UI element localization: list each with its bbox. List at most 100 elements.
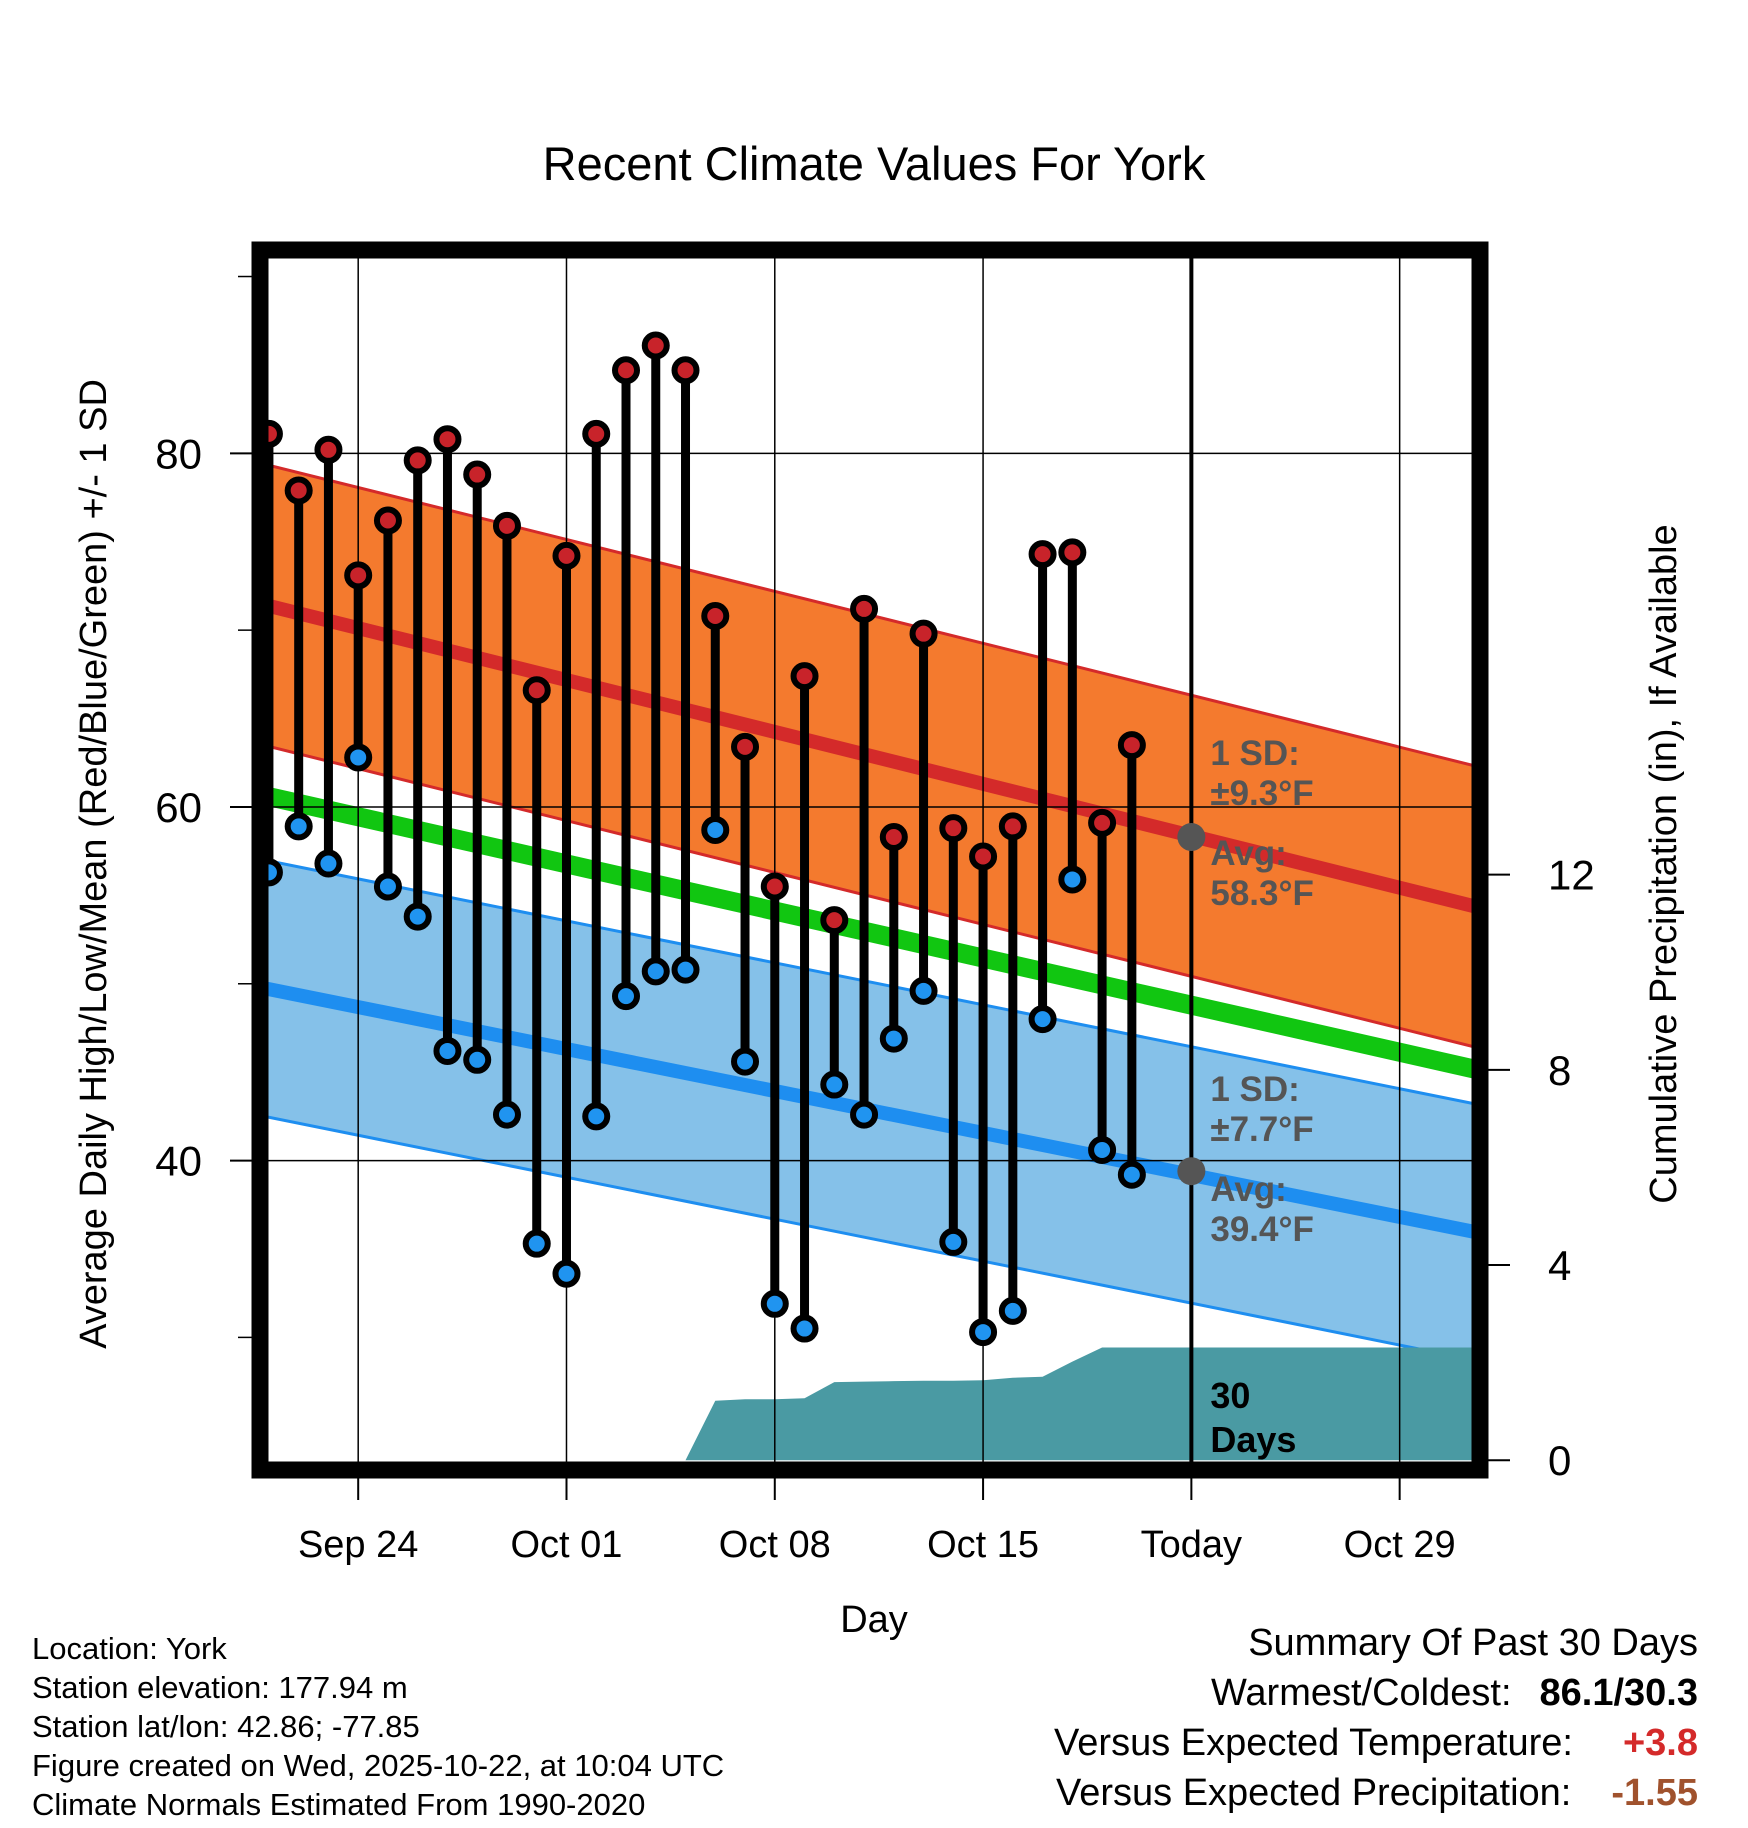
precip-row: Versus Expected Precipitation: -1.55 [1054,1768,1698,1818]
daily-low-marker [760,1289,789,1318]
daily-low-marker [909,976,938,1005]
daily-high-marker [373,506,402,535]
x-tick-label: Today [1141,1524,1242,1566]
x-axis-label: Day [840,1599,908,1641]
daily-low-marker [731,1047,760,1076]
y-tick-label-right: 4 [1548,1242,1571,1289]
temp-label: Versus Expected Temperature: [1054,1722,1573,1764]
chart-title: Recent Climate Values For York [543,137,1206,190]
daily-low-marker [671,955,700,984]
daily-low-marker [582,1102,611,1131]
high-avg-label: Avg: [1210,834,1286,873]
y-tick-label-right: 8 [1548,1047,1571,1094]
daily-high-marker [582,419,611,448]
daily-low-marker [1028,1005,1057,1034]
daily-low-marker [463,1045,492,1074]
daily-high-marker [1117,731,1146,760]
low-avg-value: 39.4°F [1210,1210,1314,1249]
precip-days-word: Days [1210,1419,1296,1460]
temp-value: +3.8 [1622,1722,1698,1764]
daily-high-marker [998,812,1027,841]
normals-text: Climate Normals Estimated From 1990-2020 [32,1787,646,1822]
daily-high-marker [790,662,819,691]
low-avg-label: Avg: [1210,1170,1286,1209]
daily-low-marker [939,1227,968,1256]
precipitation-area [685,1347,1480,1461]
daily-low-marker [850,1100,879,1129]
x-tick-label: Oct 08 [719,1524,831,1566]
daily-high-marker [492,511,521,540]
daily-high-marker [612,356,640,385]
daily-high-marker [314,435,343,464]
daily-low-marker [1088,1135,1117,1164]
daily-low-marker [284,812,313,841]
daily-markers [254,331,1206,1347]
precip-days-count: 30 [1210,1375,1250,1416]
daily-high-marker [463,460,492,489]
station-info: Location: York Station elevation: 177.94… [32,1629,724,1824]
daily-high-marker [433,425,462,454]
daily-low-marker [344,743,373,772]
daily-low-marker [701,815,730,844]
daily-high-marker [731,732,760,761]
daily-high-marker [671,356,700,385]
daily-high-marker [1058,538,1087,567]
daily-range-stems [264,345,1137,1333]
x-tick-label: Oct 15 [927,1524,1039,1566]
warm-cold-label: Warmest/Coldest: [1210,1672,1512,1714]
daily-high-marker [760,872,789,901]
daily-low-marker [403,902,432,931]
daily-low-marker [314,849,343,878]
daily-high-marker [284,476,313,505]
x-tick-label: Oct 29 [1344,1524,1456,1566]
y-tick-label-right: 12 [1548,852,1595,899]
normal-annotations: 1 SD: ±9.3°F Avg: 58.3°F 1 SD: ±7.7°F Av… [1210,734,1314,1460]
daily-low-marker [612,982,640,1011]
y-tick-label-left: 40 [155,1138,202,1185]
daily-high-marker [641,331,670,360]
high-sd-label: 1 SD: [1210,734,1299,773]
axes: Sep 24 Oct 01 Oct 08 Oct 15 Today Oct 2940608… [155,275,1595,1566]
y-axis-label-right: Cumulative Precipitation (in), If Availa… [1643,524,1685,1203]
daily-high-marker [820,906,849,935]
daily-low-marker [492,1100,521,1129]
high-sd-value: ±9.3°F [1210,774,1313,813]
daily-high-marker [1088,808,1117,837]
daily-high-marker [969,842,998,871]
daily-high-marker [939,814,968,843]
summary-panel: Summary Of Past 30 Days Warmest/Coldest:… [1054,1618,1698,1818]
daily-high-marker [850,594,879,623]
precip-label: Versus Expected Precipitation: [1055,1772,1572,1814]
daily-low-marker [373,872,402,901]
daily-high-marker [909,619,938,648]
low-sd-label: 1 SD: [1210,1070,1299,1109]
plot-frame [251,241,1489,1479]
y-tick-label-right: 0 [1548,1437,1571,1484]
daily-low-marker [641,957,670,986]
warm-cold-row: Warmest/Coldest: 86.1/30.3 [1054,1668,1698,1718]
normal-high-line [260,596,1480,915]
daily-high-marker [403,446,432,475]
daily-low-marker [1058,865,1087,894]
daily-high-marker [552,541,581,570]
precip-area-fill [685,1347,1480,1461]
y-tick-label-left: 60 [155,784,202,831]
low-sd-value: ±7.7°F [1210,1110,1313,1149]
daily-low-marker [998,1296,1027,1325]
daily-high-marker [344,561,373,590]
warm-cold-value: 86.1/30.3 [1539,1672,1698,1714]
high-avg-value: 58.3°F [1210,874,1314,913]
x-tick-label: Sep 24 [298,1524,418,1566]
daily-low-marker [879,1024,908,1053]
temp-row: Versus Expected Temperature: +3.8 [1054,1718,1698,1768]
y-axis-label-left: Average Daily High/Low/Mean (Red/Blue/Gr… [73,379,115,1349]
daily-low-marker [820,1070,849,1099]
precip-value: -1.55 [1611,1772,1698,1814]
daily-high-marker [879,823,908,852]
daily-high-marker [701,602,730,630]
normal-mean-line [260,785,1480,1080]
daily-low-marker [522,1229,551,1258]
daily-low-marker [1117,1160,1146,1189]
today-high-normal-dot [1177,823,1206,852]
